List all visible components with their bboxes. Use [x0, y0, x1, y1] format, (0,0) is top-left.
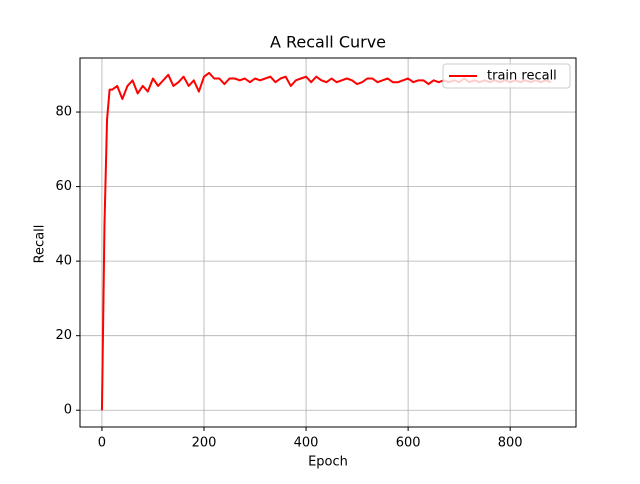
- x-tick-label: 600: [396, 436, 421, 451]
- y-tick-label: 80: [55, 105, 72, 120]
- legend-label: train recall: [487, 69, 557, 84]
- line-series: [100, 71, 552, 411]
- x-tick-label: 400: [294, 436, 319, 451]
- x-axis-label: Epoch: [308, 455, 348, 470]
- plot-frame: [79, 57, 577, 428]
- y-tick-label: 40: [55, 254, 72, 269]
- chart-title: A Recall Curve: [270, 33, 386, 52]
- legend-box: [442, 63, 571, 89]
- x-tick-label: 0: [98, 436, 106, 451]
- x-tick-label: 800: [498, 436, 523, 451]
- y-tick-label: 60: [55, 179, 72, 194]
- y-tick-label: 20: [55, 328, 72, 343]
- y-tick-label: 0: [64, 403, 72, 418]
- y-axis-label: Recall: [33, 225, 48, 264]
- x-tick-label: 200: [192, 436, 217, 451]
